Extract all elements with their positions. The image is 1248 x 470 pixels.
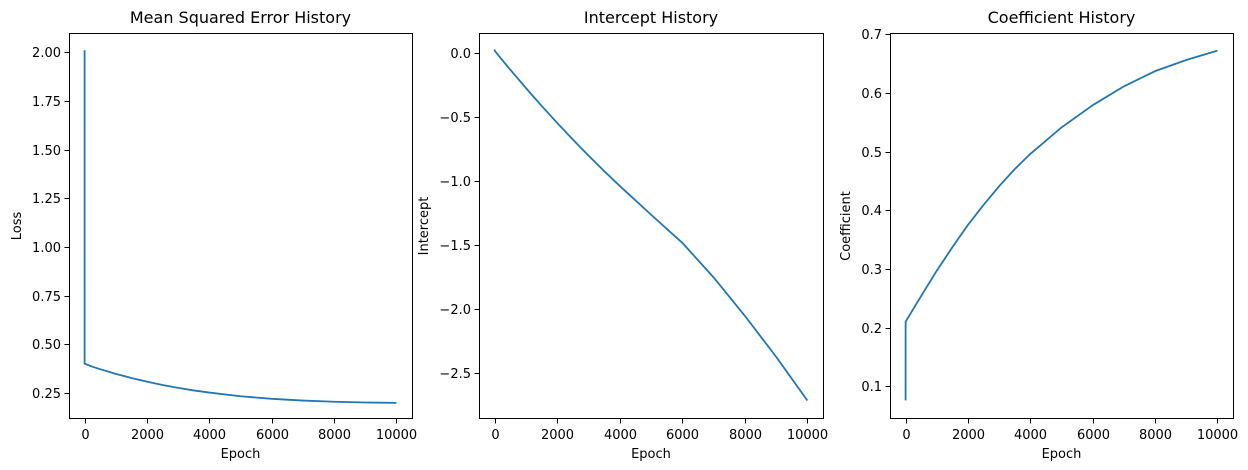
series-line — [83, 50, 397, 404]
y-tick-label: 0.4 — [861, 204, 882, 219]
y-tick-label: 0.75 — [32, 290, 61, 305]
x-tick-label: 4000 — [604, 428, 637, 443]
x-tick-label: 0 — [81, 428, 89, 443]
plot-frame — [479, 33, 824, 419]
y-tick-label: 0.6 — [861, 87, 882, 102]
x-tick-label: 10000 — [787, 428, 828, 443]
y-tick-label: 0.25 — [32, 387, 61, 402]
chart-title: Mean Squared Error History — [130, 8, 351, 27]
x-tick-label: 8000 — [318, 428, 351, 443]
y-tick-label: −0.5 — [439, 111, 471, 126]
series-line — [493, 49, 809, 402]
x-tick-label: 10000 — [376, 428, 417, 443]
y-tick-label: 2.00 — [32, 46, 61, 61]
chart-title: Coefficient History — [988, 8, 1136, 27]
y-tick-label: 0.1 — [861, 380, 882, 395]
panel-coefficient: Coefficient History Epoch Coefficient 0 2… — [839, 8, 1238, 462]
x-tick-label: 6000 — [666, 428, 699, 443]
x-axis-label: Epoch — [1042, 447, 1082, 462]
y-tick-label: 1.50 — [32, 144, 61, 159]
x-tick-label: 6000 — [256, 428, 289, 443]
y-tick-label: −1.0 — [439, 175, 471, 190]
series-line — [904, 49, 1218, 401]
y-tick-label: 0.50 — [32, 338, 61, 353]
y-tick-label: 1.00 — [32, 241, 61, 256]
y-tick-label: 0.5 — [861, 146, 882, 161]
x-tick-label: 0 — [902, 428, 910, 443]
panel-mse: Mean Squared Error History Epoch Loss 0 2… — [10, 8, 417, 462]
y-tick-label: 0.0 — [450, 47, 471, 62]
plot-frame — [890, 33, 1234, 419]
x-tick-label: 2000 — [952, 428, 985, 443]
x-tick-label: 6000 — [1077, 428, 1110, 443]
y-tick-label: 0.3 — [861, 263, 882, 278]
y-tick-label: −2.5 — [439, 367, 471, 382]
x-tick-label: 10000 — [1197, 428, 1238, 443]
chart-title: Intercept History — [584, 8, 718, 27]
x-axis-label: Epoch — [631, 447, 671, 462]
y-tick-label: 1.25 — [32, 192, 61, 207]
y-tick-label: 1.75 — [32, 95, 61, 110]
x-tick-label: 8000 — [1139, 428, 1172, 443]
y-axis-label: Loss — [10, 212, 25, 241]
plot-frame — [69, 33, 413, 419]
y-tick-label: 0.7 — [861, 28, 882, 43]
y-tick-label: −1.5 — [439, 239, 471, 254]
y-axis-label: Intercept — [417, 197, 432, 256]
x-tick-label: 0 — [491, 428, 499, 443]
x-tick-label: 4000 — [1014, 428, 1047, 443]
x-tick-label: 8000 — [729, 428, 762, 443]
panel-intercept: Intercept History Epoch Intercept 0 2000 4… — [417, 8, 828, 462]
x-axis-label: Epoch — [221, 447, 261, 462]
x-tick-label: 2000 — [541, 428, 574, 443]
x-tick-label: 2000 — [131, 428, 164, 443]
y-tick-label: 0.2 — [861, 322, 882, 337]
y-axis-label: Coefficient — [839, 191, 854, 261]
y-tick-label: −2.0 — [439, 303, 471, 318]
x-tick-label: 4000 — [193, 428, 226, 443]
